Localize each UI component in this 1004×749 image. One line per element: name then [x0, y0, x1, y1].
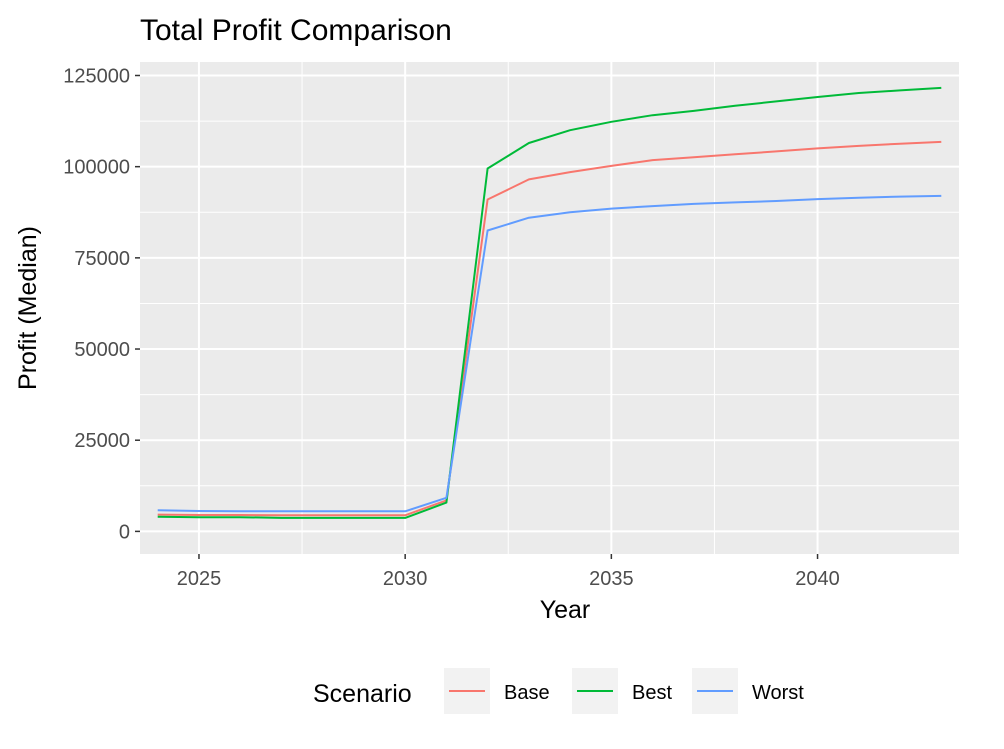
grid-major — [140, 62, 959, 554]
plot-panel — [140, 62, 959, 554]
y-tick-label: 100000 — [63, 157, 130, 179]
x-tick-label: 2040 — [795, 568, 840, 590]
legend-items: Base Best Worst — [444, 668, 804, 714]
series-lines — [157, 86, 942, 519]
grid-minor — [140, 62, 959, 554]
x-axis-title: Year — [540, 596, 591, 624]
x-axis: 2025 2030 2035 2040 — [177, 554, 840, 590]
series-line-best — [157, 86, 942, 519]
y-tick-label: 25000 — [74, 430, 130, 452]
x-tick-label: 2035 — [589, 568, 634, 590]
y-axis-title: Profit (Median) — [14, 226, 42, 390]
y-axis: 0 25000 50000 75000 100000 125000 — [63, 65, 140, 543]
x-tick-label: 2025 — [177, 568, 222, 590]
series-line-worst — [157, 194, 942, 513]
y-tick-label: 125000 — [63, 65, 130, 87]
y-tick-label: 50000 — [74, 339, 130, 361]
legend: Scenario Base Best Worst — [313, 668, 804, 714]
y-tick-label: 75000 — [74, 248, 130, 270]
legend-label-base: Base — [504, 682, 550, 704]
chart-title: Total Profit Comparison — [140, 14, 452, 47]
series-line-base — [157, 140, 942, 517]
legend-title: Scenario — [313, 680, 412, 708]
legend-label-best: Best — [632, 682, 672, 704]
legend-label-worst: Worst — [752, 682, 804, 704]
y-tick-label: 0 — [119, 521, 130, 543]
x-tick-label: 2030 — [383, 568, 428, 590]
